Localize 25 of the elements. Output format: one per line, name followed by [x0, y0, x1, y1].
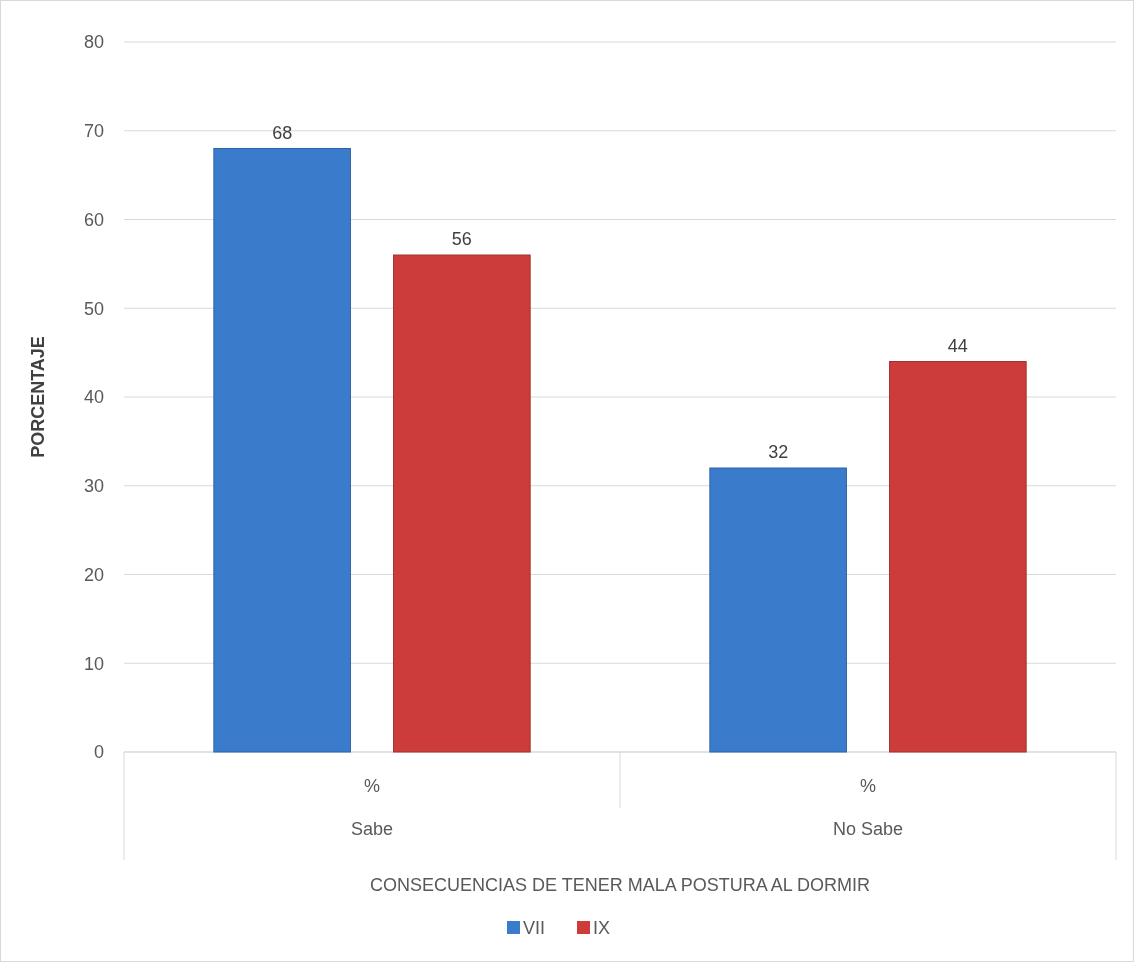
y-tick-label: 80 [83, 32, 104, 53]
y-tick-label: 30 [83, 476, 104, 497]
data-label: 44 [947, 335, 968, 356]
bar [213, 148, 351, 753]
y-tick-label: 10 [83, 653, 104, 674]
y-tick-label: 70 [83, 121, 104, 142]
data-label: 32 [768, 442, 789, 462]
y-tick-label: 60 [83, 209, 104, 230]
y-tick-label: 0 [93, 742, 104, 763]
bar [709, 467, 847, 753]
legend-label: IX [593, 918, 611, 939]
x-tick-label: No Sabe [832, 819, 904, 840]
text: % [859, 776, 877, 797]
y-tick-label: 20 [83, 564, 104, 585]
y-tick-label: 50 [83, 298, 104, 319]
bar [889, 361, 1027, 753]
legend-label: VII [523, 918, 546, 939]
text: % [363, 776, 381, 797]
data-label: 56 [451, 229, 472, 249]
x-tick-label: Sabe [350, 819, 394, 840]
bar [393, 254, 531, 753]
data-label: 68 [272, 122, 293, 143]
y-axis-title: PORCENTAJE [28, 336, 49, 458]
x-axis-title: CONSECUENCIAS DE TENER MALA POSTURA AL DORMIR [369, 875, 871, 896]
y-tick-label: 40 [83, 387, 104, 408]
